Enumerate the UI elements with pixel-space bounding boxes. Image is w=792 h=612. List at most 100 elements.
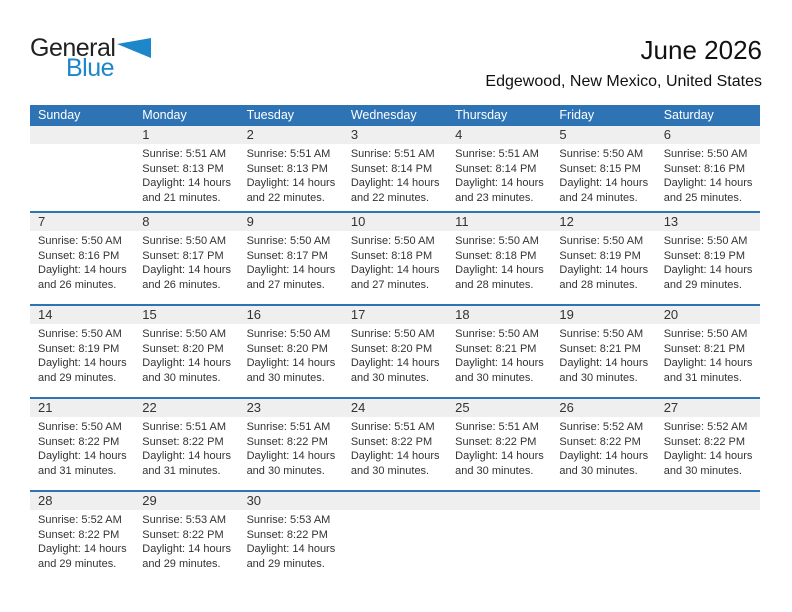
calendar-grid: Sunday Monday Tuesday Wednesday Thursday… xyxy=(30,105,760,583)
sunset-text: Sunset: 8:18 PM xyxy=(350,249,433,262)
day-info: Sunrise: 5:51 AM Sunset: 8:13 PM Daylight:… xyxy=(239,144,343,205)
daylight-text-line2: and 28 minutes. xyxy=(559,278,638,291)
sunset-text: Sunset: 8:19 PM xyxy=(38,342,120,355)
logo-triangle-icon xyxy=(117,38,152,63)
day-info: Sunrise: 5:52 AM Sunset: 8:22 PM Daylight:… xyxy=(551,417,655,478)
sunset-text: Sunset: 8:22 PM xyxy=(663,435,746,448)
day-number: 18 xyxy=(447,306,552,324)
day-cell: 2 Sunrise: 5:51 AM Sunset: 8:13 PM Daylight… xyxy=(238,126,343,211)
daylight-text-line2: and 26 minutes. xyxy=(38,278,117,291)
day-info: Sunrise: 5:50 AM Sunset: 8:19 PM Daylight:… xyxy=(30,324,134,385)
sunset-text: Sunset: 8:20 PM xyxy=(142,342,224,355)
daylight-text-line2: and 22 minutes. xyxy=(246,191,325,204)
day-info: Sunrise: 5:50 AM Sunset: 8:20 PM Daylight:… xyxy=(343,324,447,385)
day-cell: 21 Sunrise: 5:50 AM Sunset: 8:22 PM Dayligh… xyxy=(30,399,135,490)
daylight-text-line1: Daylight: 14 hours xyxy=(559,177,649,189)
sunrise-text: Sunrise: 5:50 AM xyxy=(559,328,644,340)
day-cell: 17 Sunrise: 5:50 AM Sunset: 8:20 PM Dayligh… xyxy=(342,306,448,397)
sunset-text: Sunset: 8:14 PM xyxy=(350,162,433,175)
day-cell: 4 Sunrise: 5:51 AM Sunset: 8:14 PM Daylight… xyxy=(447,126,552,211)
daylight-text-line2: and 29 minutes. xyxy=(142,557,221,570)
empty-day-cell xyxy=(342,492,448,583)
daylight-text-line1: Daylight: 14 hours xyxy=(246,177,336,189)
day-cell: 20 Sunrise: 5:50 AM Sunset: 8:21 PM Dayligh… xyxy=(655,306,760,397)
sunset-text: Sunset: 8:13 PM xyxy=(246,162,328,175)
day-cell: 13 Sunrise: 5:50 AM Sunset: 8:19 PM Dayligh… xyxy=(655,213,760,304)
sunset-text: Sunset: 8:22 PM xyxy=(142,528,224,541)
daylight-text-line1: Daylight: 14 hours xyxy=(350,357,440,369)
day-info: Sunrise: 5:51 AM Sunset: 8:14 PM Daylight:… xyxy=(343,144,447,205)
daylight-text-line2: and 31 minutes. xyxy=(142,464,221,477)
day-info: Sunrise: 5:51 AM Sunset: 8:14 PM Daylight:… xyxy=(447,144,551,205)
sunrise-text: Sunrise: 5:51 AM xyxy=(455,148,539,160)
daylight-text-line2: and 26 minutes. xyxy=(142,278,221,291)
weekday-header-saturday: Saturday xyxy=(663,108,714,122)
day-number xyxy=(655,492,760,510)
daylight-text-line1: Daylight: 14 hours xyxy=(38,543,127,555)
day-info: Sunrise: 5:50 AM Sunset: 8:16 PM Daylight:… xyxy=(656,144,760,205)
daylight-text-line1: Daylight: 14 hours xyxy=(142,177,231,189)
daylight-text-line1: Daylight: 14 hours xyxy=(663,450,753,462)
sunrise-text: Sunrise: 5:50 AM xyxy=(663,328,748,340)
day-number: 13 xyxy=(655,213,760,231)
day-number: 19 xyxy=(551,306,656,324)
sunset-text: Sunset: 8:15 PM xyxy=(559,162,641,175)
day-info: Sunrise: 5:50 AM Sunset: 8:19 PM Daylight:… xyxy=(551,231,655,292)
daylight-text-line2: and 29 minutes. xyxy=(38,371,117,384)
title-block: June 2026 Edgewood, New Mexico, United S… xyxy=(485,36,762,91)
day-cell: 27 Sunrise: 5:52 AM Sunset: 8:22 PM Dayligh… xyxy=(655,399,760,490)
sunset-text: Sunset: 8:18 PM xyxy=(455,249,537,262)
day-info: Sunrise: 5:51 AM Sunset: 8:13 PM Daylight:… xyxy=(134,144,238,205)
day-info: Sunrise: 5:50 AM Sunset: 8:17 PM Daylight:… xyxy=(134,231,238,292)
day-info: Sunrise: 5:50 AM Sunset: 8:21 PM Daylight:… xyxy=(656,324,760,385)
day-cell: 5 Sunrise: 5:50 AM Sunset: 8:15 PM Daylight… xyxy=(551,126,656,211)
day-number: 2 xyxy=(238,126,343,144)
daylight-text-line1: Daylight: 14 hours xyxy=(350,450,440,462)
sunrise-text: Sunrise: 5:50 AM xyxy=(246,328,331,340)
sunrise-text: Sunrise: 5:50 AM xyxy=(38,328,122,340)
day-cell: 29 Sunrise: 5:53 AM Sunset: 8:22 PM Dayligh… xyxy=(134,492,239,583)
daylight-text-line1: Daylight: 14 hours xyxy=(142,543,231,555)
daylight-text-line2: and 30 minutes. xyxy=(350,464,430,477)
sunrise-text: Sunrise: 5:50 AM xyxy=(559,235,644,247)
empty-day-cell xyxy=(30,126,135,211)
day-number: 29 xyxy=(134,492,239,510)
sunset-text: Sunset: 8:21 PM xyxy=(663,342,746,355)
week-row: 7 Sunrise: 5:50 AM Sunset: 8:16 PM Daylight… xyxy=(30,211,760,304)
day-number: 24 xyxy=(342,399,448,417)
day-number: 6 xyxy=(655,126,760,144)
week-row: 1 Sunrise: 5:51 AM Sunset: 8:13 PM Daylight… xyxy=(30,126,760,211)
weekday-header-wednesday: Wednesday xyxy=(350,108,417,122)
sunset-text: Sunset: 8:21 PM xyxy=(559,342,641,355)
sunset-text: Sunset: 8:19 PM xyxy=(663,249,746,262)
day-number: 7 xyxy=(30,213,135,231)
daylight-text-line2: and 31 minutes. xyxy=(38,464,117,477)
daylight-text-line1: Daylight: 14 hours xyxy=(246,264,336,276)
week-row: 21 Sunrise: 5:50 AM Sunset: 8:22 PM Dayligh… xyxy=(30,397,760,490)
day-number: 20 xyxy=(655,306,760,324)
sunset-text: Sunset: 8:22 PM xyxy=(142,435,224,448)
daylight-text-line2: and 30 minutes. xyxy=(246,371,325,384)
day-number: 11 xyxy=(447,213,552,231)
sunset-text: Sunset: 8:20 PM xyxy=(350,342,433,355)
day-number: 4 xyxy=(447,126,552,144)
empty-day-cell xyxy=(655,492,760,583)
daylight-text-line1: Daylight: 14 hours xyxy=(663,357,753,369)
sunrise-text: Sunrise: 5:50 AM xyxy=(350,328,435,340)
day-cell: 12 Sunrise: 5:50 AM Sunset: 8:19 PM Dayligh… xyxy=(551,213,656,304)
day-info: Sunrise: 5:50 AM Sunset: 8:16 PM Daylight:… xyxy=(30,231,134,292)
day-number: 16 xyxy=(238,306,343,324)
sunrise-text: Sunrise: 5:51 AM xyxy=(142,148,227,160)
daylight-text-line1: Daylight: 14 hours xyxy=(455,264,544,276)
daylight-text-line1: Daylight: 14 hours xyxy=(142,450,231,462)
day-number xyxy=(447,492,552,510)
weekday-header-friday: Friday xyxy=(559,108,595,122)
weekday-header-row: Sunday Monday Tuesday Wednesday Thursday… xyxy=(30,105,760,126)
day-info: Sunrise: 5:51 AM Sunset: 8:22 PM Daylight:… xyxy=(343,417,447,478)
day-number: 14 xyxy=(30,306,135,324)
weekday-header-thursday: Thursday xyxy=(455,108,508,122)
sunrise-text: Sunrise: 5:50 AM xyxy=(455,328,539,340)
day-info: Sunrise: 5:53 AM Sunset: 8:22 PM Daylight:… xyxy=(239,510,343,571)
daylight-text-line2: and 27 minutes. xyxy=(246,278,325,291)
week-row: 28 Sunrise: 5:52 AM Sunset: 8:22 PM Dayligh… xyxy=(30,490,760,583)
